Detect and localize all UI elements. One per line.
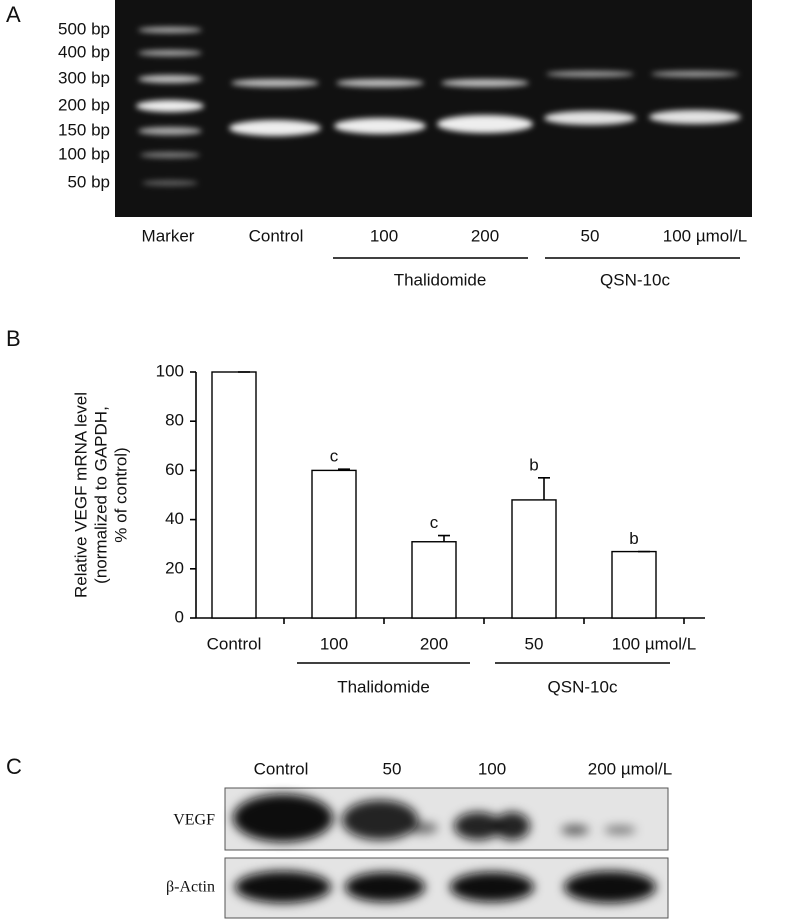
group-label: Thalidomide	[394, 270, 487, 289]
significance-label: c	[330, 447, 339, 466]
significance-label: c	[430, 513, 439, 532]
bar	[511, 499, 557, 619]
lane-label: 50	[581, 226, 600, 245]
size-marker-label: 50 bp	[67, 172, 110, 191]
lane-label: 100	[370, 226, 398, 245]
size-marker-label: 150 bp	[58, 120, 110, 139]
significance-label: b	[629, 529, 638, 548]
gel-bands	[136, 27, 741, 186]
lane-label: 50	[383, 759, 402, 778]
significance-label: b	[529, 455, 538, 474]
error-bar	[338, 468, 350, 471]
size-marker-label: 300 bp	[58, 68, 110, 87]
x-tick-label: 100 µmol/L	[612, 634, 696, 653]
bar	[611, 550, 657, 619]
error-bar	[438, 534, 450, 542]
panel-label: C	[6, 754, 22, 779]
lane-label: 200 µmol/L	[588, 759, 672, 778]
y-axis-label: (normalized to GAPDH,	[91, 406, 110, 584]
lane-label: 100	[478, 759, 506, 778]
row-label: VEGF	[173, 812, 215, 829]
y-tick-label: 80	[165, 411, 184, 430]
lane-label: Control	[254, 759, 309, 778]
bar	[211, 371, 257, 619]
size-marker-label: 400 bp	[58, 42, 110, 61]
bar-chart: 0 20 40 60 80 100 Relative VEGF mRNA level (nor…	[71, 361, 705, 696]
size-marker-label: 200 bp	[58, 95, 110, 114]
y-axis-label: % of control)	[111, 447, 130, 542]
y-axis-label: Relative VEGF mRNA level	[71, 392, 90, 598]
panel-label: A	[6, 2, 21, 27]
x-tick-label: 50	[525, 634, 544, 653]
group-label: QSN-10c	[600, 270, 670, 289]
size-marker-label: 100 bp	[58, 144, 110, 163]
group-label: QSN-10c	[548, 677, 618, 696]
gel	[115, 0, 752, 217]
x-tick-label: Control	[207, 634, 262, 653]
lane-label: 200	[471, 226, 499, 245]
y-tick-label: 40	[165, 509, 184, 528]
y-tick-label: 0	[175, 607, 184, 626]
x-tick-label: 100	[320, 634, 348, 653]
error-bar	[538, 476, 550, 500]
size-marker-label: 500 bp	[58, 19, 110, 38]
row-label: β-Actin	[166, 879, 215, 896]
bar	[411, 541, 457, 619]
panel-label: B	[6, 326, 21, 351]
bar	[311, 469, 357, 619]
y-tick-label: 20	[165, 558, 184, 577]
lane-label: Marker	[142, 226, 195, 245]
y-tick-label: 100	[156, 361, 184, 380]
x-tick-label: 200	[420, 634, 448, 653]
blot-bands	[233, 794, 656, 903]
lane-label: Control	[249, 226, 304, 245]
group-label: Thalidomide	[337, 677, 430, 696]
lane-label: 100 µmol/L	[663, 226, 747, 245]
y-tick-label: 60	[165, 460, 184, 479]
